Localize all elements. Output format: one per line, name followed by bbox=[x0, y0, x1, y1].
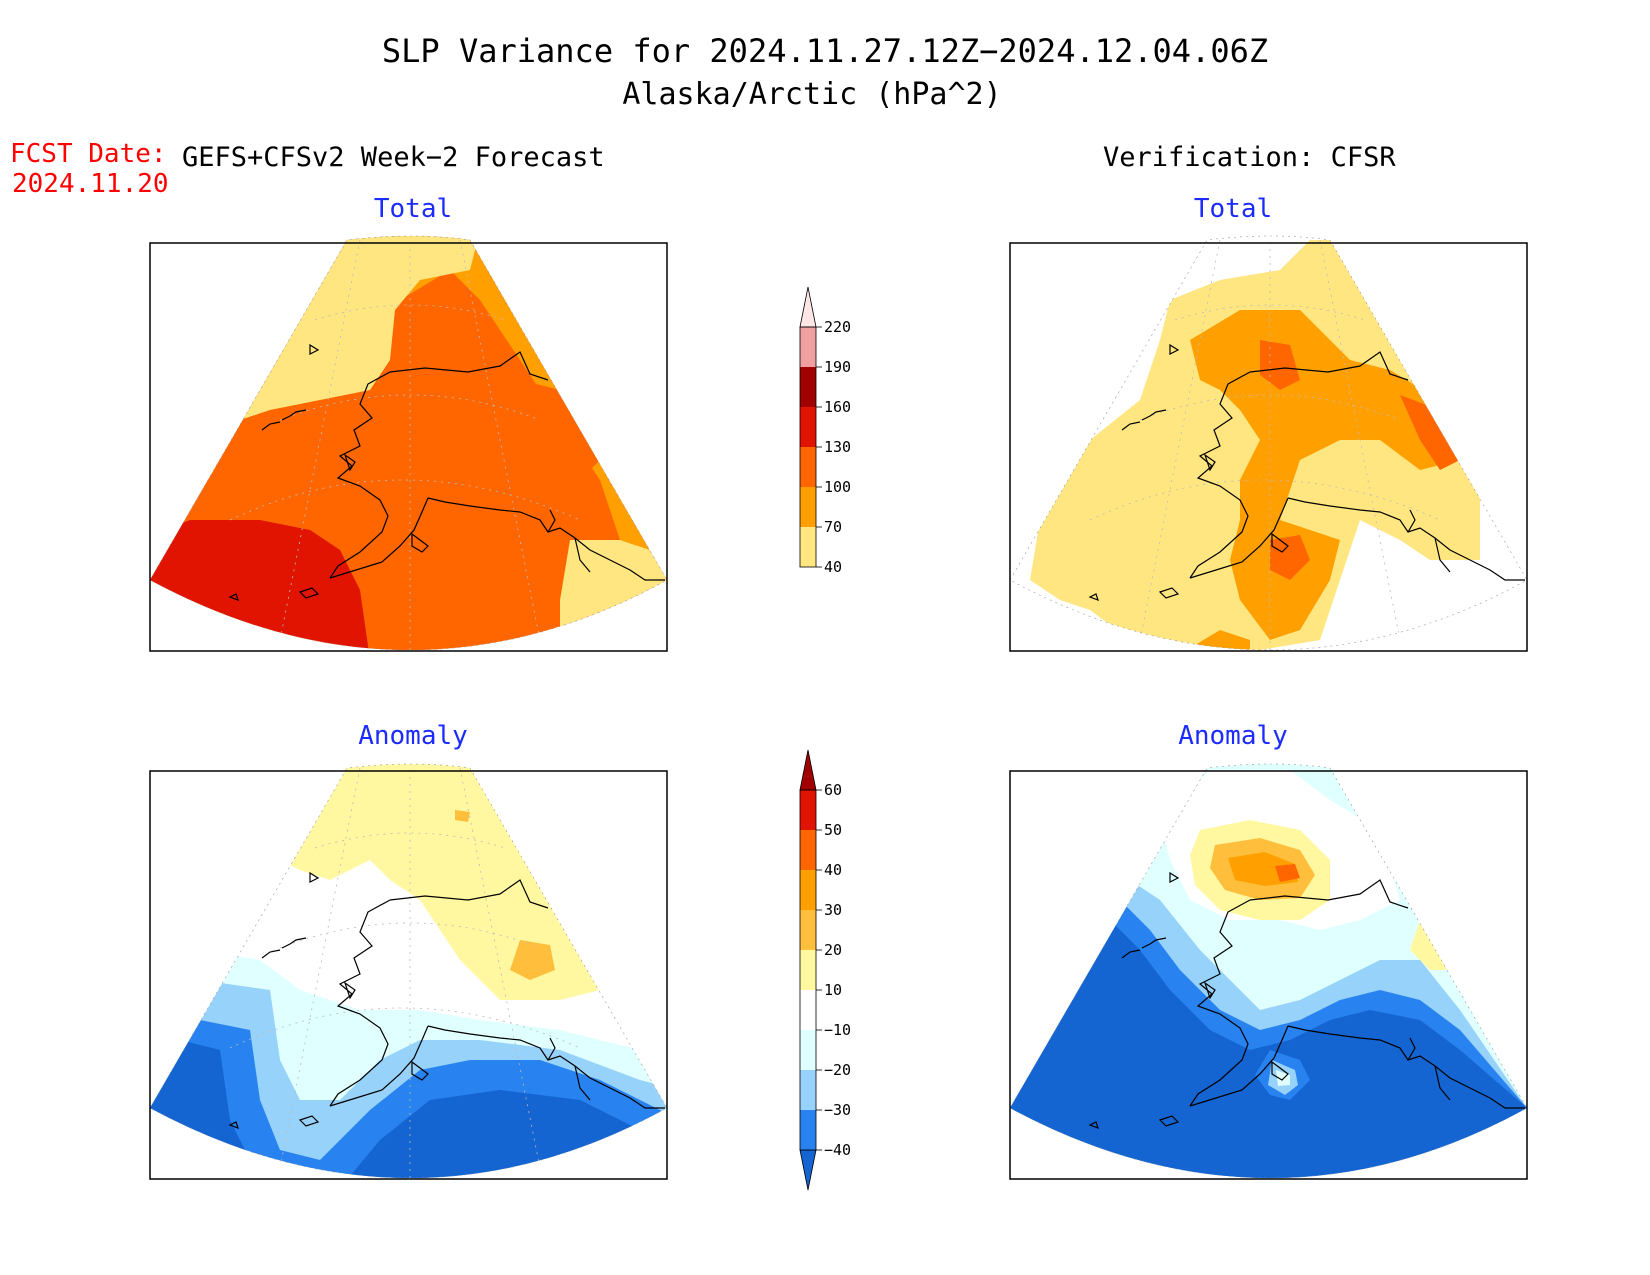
colorbar-bin bbox=[800, 790, 816, 830]
colorbar-tick-label: −30 bbox=[824, 1101, 851, 1119]
colorbar-tick-label: 220 bbox=[824, 318, 851, 336]
figure-subtitle: Alaska/Arctic (hPa^2) bbox=[622, 77, 1001, 112]
colorbar-tick-label: 40 bbox=[824, 558, 842, 576]
colorbar-bin bbox=[800, 367, 816, 407]
fcst-date-value: 2024.11.20 bbox=[12, 169, 169, 199]
verification-header: Verification: CFSR bbox=[1103, 142, 1396, 173]
colorbar-tick-label: −20 bbox=[824, 1061, 851, 1079]
colorbar-bin bbox=[800, 910, 816, 950]
colorbar-tick-label: 10 bbox=[824, 981, 842, 999]
colorbar-anomaly: −40 −30 −20 −10 10 20 30 40 50 60 bbox=[799, 749, 851, 1191]
colorbar-tick-label: 130 bbox=[824, 438, 851, 456]
panel-title-verification-total: Total bbox=[1194, 194, 1272, 224]
colorbar-bin bbox=[800, 527, 816, 567]
map-panel-verification-total bbox=[1009, 235, 1528, 652]
map-panel-forecast-anomaly bbox=[149, 763, 668, 1180]
panel-title-forecast-anomaly: Anomaly bbox=[358, 721, 468, 751]
colorbar-bin bbox=[800, 1110, 816, 1150]
colorbar-tick-label: 60 bbox=[824, 781, 842, 799]
colorbar-bin bbox=[800, 1030, 816, 1070]
colorbar-tick-label: 40 bbox=[824, 861, 842, 879]
colorbar-tick-label: −40 bbox=[824, 1141, 851, 1159]
colorbar-tick-label: 70 bbox=[824, 518, 842, 536]
colorbar-tick-label: 50 bbox=[824, 821, 842, 839]
colorbar-bin bbox=[800, 327, 816, 367]
figure-title: SLP Variance for 2024.11.27.12Z−2024.12.… bbox=[382, 32, 1268, 70]
map-panel-verification-anomaly bbox=[1009, 763, 1528, 1180]
colorbar-bin-above bbox=[799, 749, 817, 791]
colorbar-tick-label: 190 bbox=[824, 358, 851, 376]
colorbar-bin bbox=[800, 990, 816, 1030]
colorbar-bin bbox=[800, 950, 816, 990]
colorbar-tick-label: −10 bbox=[824, 1021, 851, 1039]
colorbar-bin bbox=[800, 407, 816, 447]
colorbar-tick-label: 30 bbox=[824, 901, 842, 919]
colorbar-bin bbox=[800, 1070, 816, 1110]
colorbar-bin bbox=[800, 830, 816, 870]
colorbar-bin bbox=[800, 870, 816, 910]
colorbar-total: 40 70 100 130 160 190 220 bbox=[799, 286, 851, 576]
colorbar-tick-label: 20 bbox=[824, 941, 842, 959]
map-panel-forecast-total bbox=[149, 235, 668, 652]
colorbar-bin bbox=[800, 447, 816, 487]
fcst-date-label: FCST Date: bbox=[10, 139, 167, 169]
panel-title-verification-anomaly: Anomaly bbox=[1178, 721, 1288, 751]
colorbar-tick-label: 100 bbox=[824, 478, 851, 496]
colorbar-tick-label: 160 bbox=[824, 398, 851, 416]
forecast-header: GEFS+CFSv2 Week−2 Forecast bbox=[182, 142, 605, 173]
colorbar-bin-below bbox=[799, 1149, 817, 1191]
colorbar-bin-above bbox=[799, 286, 817, 328]
colorbar-bin bbox=[800, 487, 816, 527]
panel-title-forecast-total: Total bbox=[374, 194, 452, 224]
